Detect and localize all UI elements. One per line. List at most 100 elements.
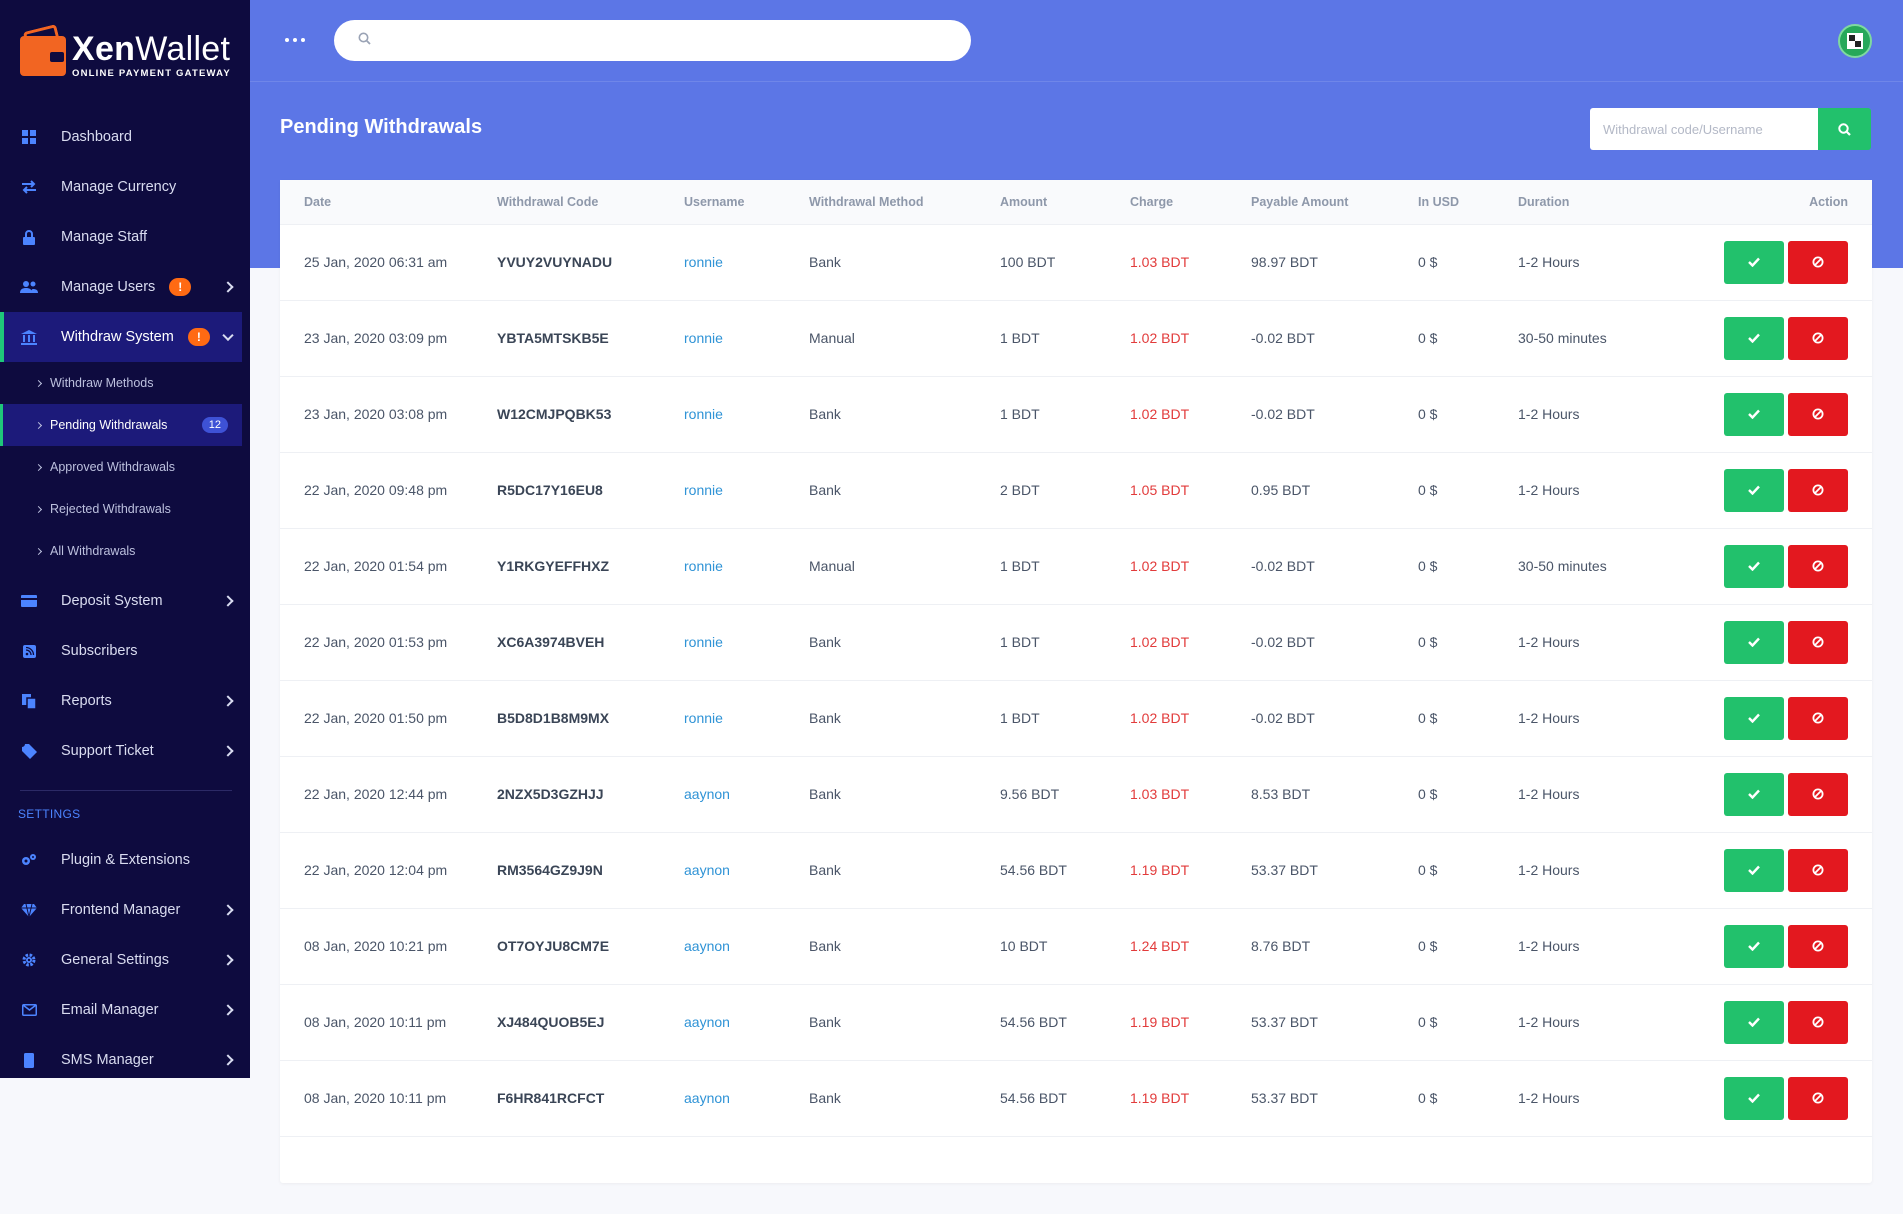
approve-button[interactable]	[1724, 1076, 1784, 1120]
submenu-item-pending-withdrawals[interactable]: Pending Withdrawals 12	[0, 404, 242, 446]
cell-charge: 1.24 BDT	[1130, 938, 1190, 954]
approve-button[interactable]	[1724, 392, 1784, 436]
approve-button[interactable]	[1724, 316, 1784, 360]
reject-button[interactable]	[1788, 468, 1848, 512]
submenu-item-all-withdrawals[interactable]: All Withdrawals	[0, 530, 250, 572]
approve-button[interactable]	[1724, 848, 1784, 892]
approve-button[interactable]	[1724, 240, 1784, 284]
cell-payable: -0.02 BDT	[1251, 406, 1315, 422]
submenu-item-withdraw-methods[interactable]: Withdraw Methods	[0, 362, 250, 404]
cell-username[interactable]: ronnie	[684, 482, 723, 498]
column-header-action: Action	[1809, 194, 1848, 209]
ban-icon	[1812, 636, 1824, 648]
approve-button[interactable]	[1724, 544, 1784, 588]
cell-actions	[1678, 376, 1872, 452]
cell-duration: 30-50 minutes	[1518, 330, 1607, 346]
cell-username[interactable]: ronnie	[684, 634, 723, 650]
cell-method: Bank	[809, 710, 841, 726]
sidebar-item-manage-staff[interactable]: Manage Staff	[0, 212, 250, 262]
cell-charge: 1.03 BDT	[1130, 254, 1190, 270]
credit-card-icon	[20, 592, 38, 610]
sidebar-item-reports[interactable]: Reports	[0, 676, 250, 726]
dashboard-icon	[20, 128, 38, 146]
sidebar-item-plugin-extensions[interactable]: Plugin & Extensions	[0, 835, 250, 885]
reject-button[interactable]	[1788, 1076, 1848, 1120]
table-row: 22 Jan, 2020 12:44 pm 2NZX5D3GZHJJ aaynon B…	[280, 756, 1872, 832]
cell-withdrawal-code: YVUY2VUYNADU	[497, 254, 613, 270]
reject-button[interactable]	[1788, 544, 1848, 588]
cell-method: Bank	[809, 862, 841, 878]
cell-withdrawal-code: OT7OYJU8CM7E	[497, 938, 610, 954]
table-row: 22 Jan, 2020 01:50 pm B5D8D1B8M9MX ronnie B…	[280, 680, 1872, 756]
approve-button[interactable]	[1724, 772, 1784, 816]
chevron-right-icon	[34, 547, 43, 555]
reject-button[interactable]	[1788, 620, 1848, 664]
approve-button[interactable]	[1724, 924, 1784, 968]
cell-username[interactable]: ronnie	[684, 406, 723, 422]
approve-button[interactable]	[1724, 468, 1784, 512]
reject-button[interactable]	[1788, 848, 1848, 892]
global-search-input[interactable]	[381, 20, 971, 61]
approve-button[interactable]	[1724, 1000, 1784, 1044]
sidebar-item-frontend-manager[interactable]: Frontend Manager	[0, 885, 250, 935]
withdrawal-search-input[interactable]	[1590, 108, 1818, 150]
sidebar-item-manage-currency[interactable]: Manage Currency	[0, 162, 250, 212]
sidebar-item-sms-manager[interactable]: SMS Manager	[0, 1035, 250, 1078]
submenu-item-approved-withdrawals[interactable]: Approved Withdrawals	[0, 446, 250, 488]
sidebar-item-label: Manage Users	[61, 279, 156, 295]
reject-button[interactable]	[1788, 240, 1848, 284]
approve-button[interactable]	[1724, 696, 1784, 740]
cell-username[interactable]: aaynon	[684, 1090, 730, 1106]
reject-button[interactable]	[1788, 316, 1848, 360]
search-button[interactable]	[1818, 108, 1871, 150]
cell-amount: 1 BDT	[1000, 710, 1040, 726]
cell-username[interactable]: aaynon	[684, 1014, 730, 1030]
sidebar-item-label: Withdraw System	[61, 329, 174, 345]
reject-button[interactable]	[1788, 392, 1848, 436]
cell-amount: 1 BDT	[1000, 558, 1040, 574]
table-row: 23 Jan, 2020 03:08 pm W12CMJPQBK53 ronnie B…	[280, 376, 1872, 452]
cell-username[interactable]: aaynon	[684, 786, 730, 802]
more-menu-button[interactable]	[285, 32, 305, 48]
cell-username[interactable]: aaynon	[684, 938, 730, 954]
cell-charge: 1.05 BDT	[1130, 482, 1190, 498]
cell-date: 22 Jan, 2020 09:48 pm	[304, 482, 448, 498]
sidebar-item-manage-users[interactable]: Manage Users !	[0, 262, 250, 312]
sidebar-item-dashboard[interactable]: Dashboard	[0, 112, 250, 162]
reject-button[interactable]	[1788, 696, 1848, 740]
cell-amount: 1 BDT	[1000, 406, 1040, 422]
sidebar-item-email-manager[interactable]: Email Manager	[0, 985, 250, 1035]
submenu-item-rejected-withdrawals[interactable]: Rejected Withdrawals	[0, 488, 250, 530]
cell-method: Manual	[809, 330, 855, 346]
cell-withdrawal-code: Y1RKGYEFFHXZ	[497, 558, 610, 574]
reject-button[interactable]	[1788, 924, 1848, 968]
brand-name-bold: Xen	[72, 30, 136, 68]
avatar[interactable]	[1838, 24, 1872, 58]
cell-username[interactable]: ronnie	[684, 558, 723, 574]
sidebar-item-general-settings[interactable]: General Settings	[0, 935, 250, 985]
cell-amount: 54.56 BDT	[1000, 1014, 1067, 1030]
sidebar-item-deposit-system[interactable]: Deposit System	[0, 576, 250, 626]
brand-logo[interactable]: XenWallet ONLINE PAYMENT GATEWAY	[0, 0, 250, 112]
cell-username[interactable]: ronnie	[684, 330, 723, 346]
chevron-right-icon	[222, 1004, 234, 1016]
cell-duration: 1-2 Hours	[1518, 862, 1580, 878]
table-row: 08 Jan, 2020 10:21 pm OT7OYJU8CM7E aaynon B…	[280, 908, 1872, 984]
cell-usd: 0 $	[1418, 558, 1438, 574]
reject-button[interactable]	[1788, 1000, 1848, 1044]
cell-duration: 1-2 Hours	[1518, 634, 1580, 650]
reject-button[interactable]	[1788, 772, 1848, 816]
cell-usd: 0 $	[1418, 482, 1438, 498]
cell-amount: 1 BDT	[1000, 634, 1040, 650]
cell-username[interactable]: aaynon	[684, 862, 730, 878]
cell-username[interactable]: ronnie	[684, 710, 723, 726]
sidebar-item-subscribers[interactable]: Subscribers	[0, 626, 250, 676]
sidebar-item-support-ticket[interactable]: Support Ticket	[0, 726, 250, 776]
sidebar-menu: Dashboard Manage Currency Manage Staff M…	[0, 112, 250, 362]
cell-date: 25 Jan, 2020 06:31 am	[304, 254, 448, 270]
cell-username[interactable]: ronnie	[684, 254, 723, 270]
sidebar-item-withdraw-system[interactable]: Withdraw System !	[0, 312, 242, 362]
cell-withdrawal-code: XJ484QUOB5EJ	[497, 1014, 605, 1030]
approve-button[interactable]	[1724, 620, 1784, 664]
exchange-icon	[20, 178, 38, 196]
